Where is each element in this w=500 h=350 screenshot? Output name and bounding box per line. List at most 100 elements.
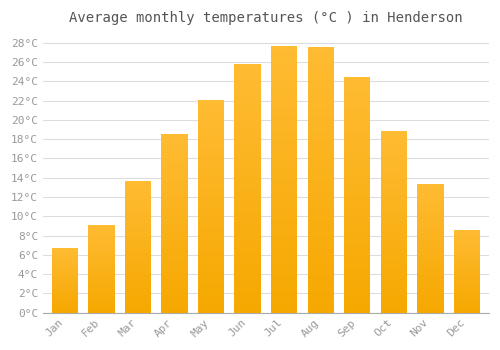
- Bar: [417, 226, 444, 228]
- Bar: [234, 258, 261, 260]
- Bar: [454, 244, 480, 245]
- Bar: [271, 136, 297, 139]
- Bar: [271, 214, 297, 217]
- Bar: [162, 163, 188, 165]
- Bar: [271, 273, 297, 275]
- Bar: [198, 249, 224, 251]
- Bar: [234, 236, 261, 238]
- Bar: [198, 228, 224, 230]
- Bar: [380, 278, 407, 280]
- Bar: [271, 99, 297, 102]
- Bar: [52, 289, 78, 290]
- Bar: [88, 244, 115, 245]
- Bar: [380, 209, 407, 211]
- Bar: [454, 252, 480, 253]
- Bar: [417, 199, 444, 200]
- Bar: [88, 264, 115, 265]
- Bar: [344, 192, 370, 195]
- Bar: [234, 106, 261, 109]
- Bar: [344, 159, 370, 162]
- Bar: [198, 215, 224, 217]
- Bar: [454, 310, 480, 311]
- Bar: [125, 203, 151, 204]
- Bar: [88, 234, 115, 236]
- Bar: [88, 300, 115, 301]
- Bar: [125, 265, 151, 266]
- Bar: [344, 282, 370, 284]
- Bar: [271, 115, 297, 118]
- Bar: [234, 126, 261, 129]
- Bar: [234, 131, 261, 134]
- Bar: [125, 294, 151, 295]
- Bar: [88, 254, 115, 255]
- Bar: [344, 81, 370, 84]
- Bar: [308, 132, 334, 134]
- Bar: [162, 193, 188, 195]
- Bar: [271, 217, 297, 219]
- Bar: [380, 172, 407, 173]
- Bar: [198, 140, 224, 142]
- Bar: [417, 264, 444, 265]
- Bar: [454, 262, 480, 263]
- Bar: [198, 234, 224, 236]
- Bar: [344, 254, 370, 256]
- Bar: [52, 284, 78, 285]
- Bar: [162, 306, 188, 307]
- Bar: [271, 291, 297, 294]
- Bar: [380, 222, 407, 224]
- Bar: [162, 200, 188, 202]
- Bar: [454, 303, 480, 304]
- Bar: [308, 265, 334, 267]
- Bar: [454, 295, 480, 296]
- Bar: [234, 89, 261, 91]
- Bar: [198, 259, 224, 261]
- Bar: [344, 181, 370, 183]
- Bar: [234, 198, 261, 201]
- Bar: [198, 279, 224, 281]
- Bar: [380, 148, 407, 149]
- Bar: [308, 111, 334, 113]
- Bar: [308, 86, 334, 89]
- Bar: [125, 264, 151, 265]
- Bar: [308, 219, 334, 222]
- Bar: [308, 113, 334, 116]
- Bar: [380, 132, 407, 133]
- Bar: [198, 155, 224, 157]
- Bar: [308, 100, 334, 103]
- Bar: [88, 227, 115, 228]
- Bar: [417, 248, 444, 249]
- Bar: [380, 246, 407, 247]
- Bar: [234, 148, 261, 151]
- Bar: [125, 290, 151, 292]
- Bar: [198, 287, 224, 289]
- Bar: [162, 172, 188, 174]
- Bar: [198, 206, 224, 208]
- Bar: [271, 86, 297, 89]
- Bar: [271, 147, 297, 150]
- Bar: [344, 107, 370, 110]
- Title: Average monthly temperatures (°C ) in Henderson: Average monthly temperatures (°C ) in He…: [69, 11, 462, 25]
- Bar: [234, 211, 261, 213]
- Bar: [162, 181, 188, 182]
- Bar: [380, 180, 407, 182]
- Bar: [125, 220, 151, 222]
- Bar: [198, 110, 224, 112]
- Bar: [308, 145, 334, 148]
- Bar: [271, 97, 297, 99]
- Bar: [417, 183, 444, 185]
- Bar: [271, 155, 297, 158]
- Bar: [198, 270, 224, 272]
- Bar: [380, 215, 407, 217]
- Bar: [88, 292, 115, 293]
- Bar: [125, 189, 151, 190]
- Bar: [344, 138, 370, 140]
- Bar: [271, 153, 297, 155]
- Bar: [417, 207, 444, 208]
- Bar: [162, 220, 188, 222]
- Bar: [162, 190, 188, 191]
- Bar: [271, 120, 297, 123]
- Bar: [125, 224, 151, 225]
- Bar: [162, 145, 188, 147]
- Bar: [88, 238, 115, 239]
- Bar: [417, 286, 444, 287]
